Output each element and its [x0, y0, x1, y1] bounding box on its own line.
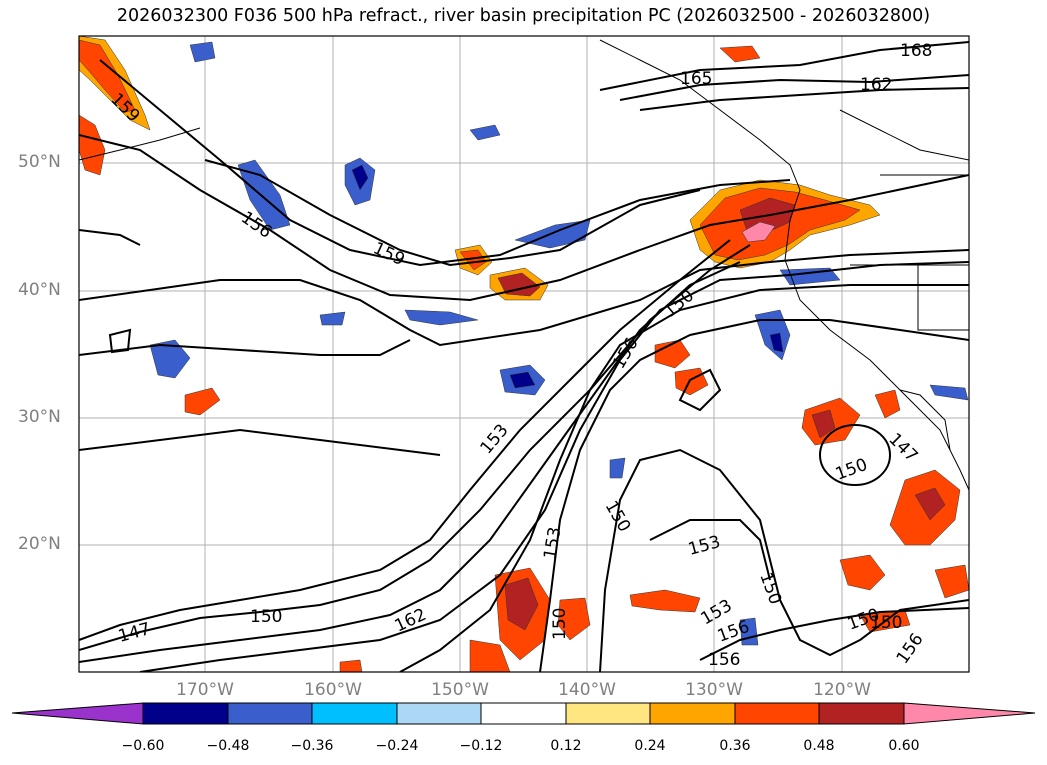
contour-label: 165: [680, 69, 712, 89]
lon-label: 140°W: [558, 680, 616, 700]
lat-label: 20°N: [18, 534, 61, 554]
lon-label: 120°W: [813, 680, 871, 700]
colorbar-tick: 0.24: [634, 738, 666, 754]
colorbar-tick: 0.36: [719, 738, 751, 754]
contour-label: 162: [860, 75, 892, 95]
contour-label: 150: [550, 608, 570, 640]
colorbar-segment: [311, 702, 398, 725]
colorbar-extend-low: [11, 702, 144, 725]
colorbar-segment: [227, 702, 313, 725]
lon-label: 160°W: [304, 680, 362, 700]
contour-label: 150: [870, 613, 902, 633]
colorbar-tick: −0.60: [121, 738, 165, 754]
colorbar-tick: 0.60: [888, 738, 920, 754]
colorbar-tick: −0.24: [375, 738, 419, 754]
map-panel: [79, 36, 969, 672]
precip-positive-areas: [79, 36, 969, 672]
colorbar-segment: [818, 702, 905, 725]
colorbar-tick: −0.36: [290, 738, 334, 754]
colorbar-segment: [396, 702, 482, 725]
lat-label: 30°N: [18, 407, 61, 427]
lat-label: 40°N: [18, 280, 61, 300]
lat-label: 50°N: [18, 152, 61, 172]
colorbar-segment: [565, 702, 651, 725]
lon-label: 150°W: [431, 680, 489, 700]
colorbar-extend-high: [903, 702, 1036, 725]
lon-label: 130°W: [685, 680, 743, 700]
colorbar-segment: [649, 702, 736, 725]
colorbar-segment: [480, 702, 567, 725]
colorbar-tick: −0.48: [206, 738, 250, 754]
colorbar-tick: −0.12: [459, 738, 503, 754]
contour-label: 156: [708, 650, 740, 670]
height-contours: [79, 41, 969, 672]
coastlines: [79, 39, 969, 491]
colorbar-segment: [142, 702, 229, 725]
contour-label: 150: [250, 607, 282, 627]
contour-label: 168: [900, 41, 932, 61]
colorbar-segment: [734, 702, 820, 725]
map-border: [78, 35, 970, 673]
colorbar-tick: 0.12: [550, 738, 582, 754]
colorbar: [11, 702, 1036, 725]
colorbar-tick: 0.48: [803, 738, 835, 754]
map-title: 2026032300 F036 500 hPa refract., river …: [116, 6, 931, 26]
lon-label: 170°W: [176, 680, 234, 700]
